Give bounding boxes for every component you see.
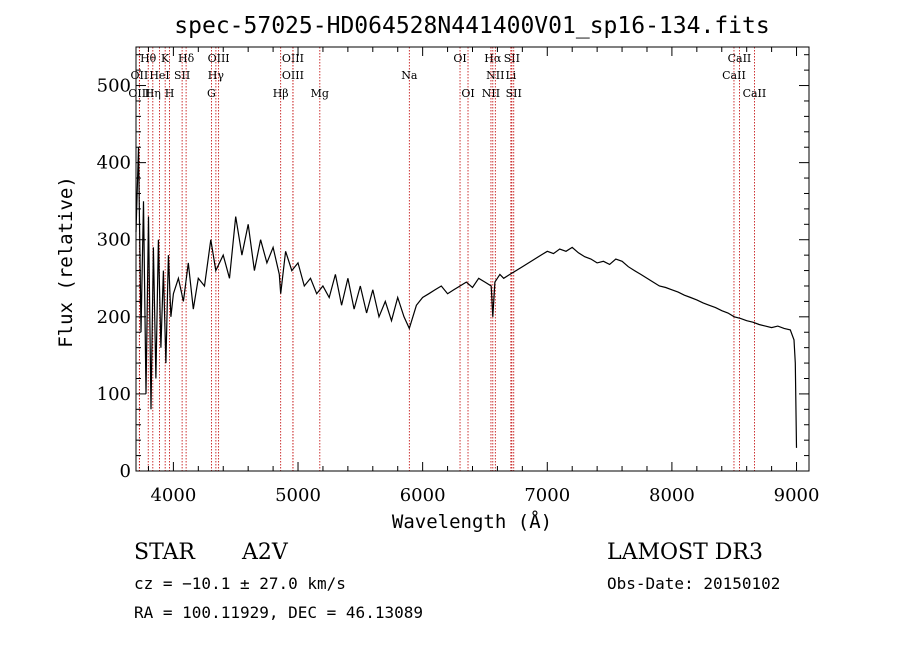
object-class: STAR xyxy=(134,540,195,565)
line-marker-label: OIII xyxy=(208,52,230,65)
redshift-readout: cz = −10.1 ± 27.0 km/s xyxy=(134,574,346,593)
y-tick-label: 200 xyxy=(97,307,131,328)
line-marker-label: K xyxy=(161,52,170,65)
line-marker-label: G xyxy=(207,87,216,100)
axes: 4000 5000 6000 7000 8000 9000 0 100 200 300 400 500 xyxy=(97,47,820,506)
line-marker-label: SII xyxy=(506,87,522,100)
line-marker-label: OIII xyxy=(128,87,150,100)
line-marker-label: Hδ xyxy=(178,52,195,65)
object-subclass: A2V xyxy=(242,540,288,565)
line-marker-label: NII xyxy=(486,69,504,82)
line-marker-label: SII xyxy=(174,69,190,82)
chart-title: spec-57025-HD064528N441400V01_sp16-134.f… xyxy=(174,13,769,39)
coordinates-readout: RA = 100.11929, DEC = 46.13089 xyxy=(134,603,423,622)
line-marker-label: Hβ xyxy=(273,87,289,100)
x-tick-label: 8000 xyxy=(649,485,695,506)
obs-date: Obs-Date: 20150102 xyxy=(607,574,781,593)
x-tick-label: 7000 xyxy=(524,485,570,506)
line-marker-label: OIII xyxy=(282,69,304,82)
line-marker-label: Na xyxy=(401,69,418,82)
plot-frame xyxy=(135,46,810,472)
line-marker-label: CaII xyxy=(728,52,752,65)
y-tick-label: 500 xyxy=(97,76,131,97)
line-marker-label: Mg xyxy=(311,87,329,100)
x-axis-label: Wavelength (Å) xyxy=(392,510,552,533)
line-marker-label: CaII xyxy=(743,87,767,100)
y-tick-label: 0 xyxy=(120,461,131,482)
line-marker-label: H xyxy=(165,87,175,100)
y-axis-label: Flux (relative) xyxy=(55,176,77,348)
survey-name: LAMOST DR3 xyxy=(607,540,763,565)
line-marker-label: OI xyxy=(461,87,474,100)
y-tick-label: 400 xyxy=(97,153,131,174)
line-marker-label: Li xyxy=(505,69,516,82)
line-marker-label: NII xyxy=(482,87,500,100)
line-marker-label: Hα xyxy=(484,52,502,65)
line-marker-label: Hθ xyxy=(140,52,157,65)
series-layer xyxy=(135,147,798,448)
x-tick-label: 4000 xyxy=(150,485,196,506)
line-marker-label: HeI xyxy=(149,69,169,82)
spectrum-line xyxy=(135,147,798,448)
line-marker-label: Hη xyxy=(145,87,161,100)
x-tick-label: 9000 xyxy=(774,485,820,506)
line-marker-label: SII xyxy=(504,52,520,65)
y-tick-label: 100 xyxy=(97,384,131,405)
line-marker-label: Hγ xyxy=(208,69,225,82)
x-tick-label: 5000 xyxy=(275,485,321,506)
y-tick-label: 300 xyxy=(97,230,131,251)
line-marker-label: OI xyxy=(453,52,466,65)
line-marker-label: CaII xyxy=(722,69,746,82)
x-tick-label: 6000 xyxy=(400,485,446,506)
